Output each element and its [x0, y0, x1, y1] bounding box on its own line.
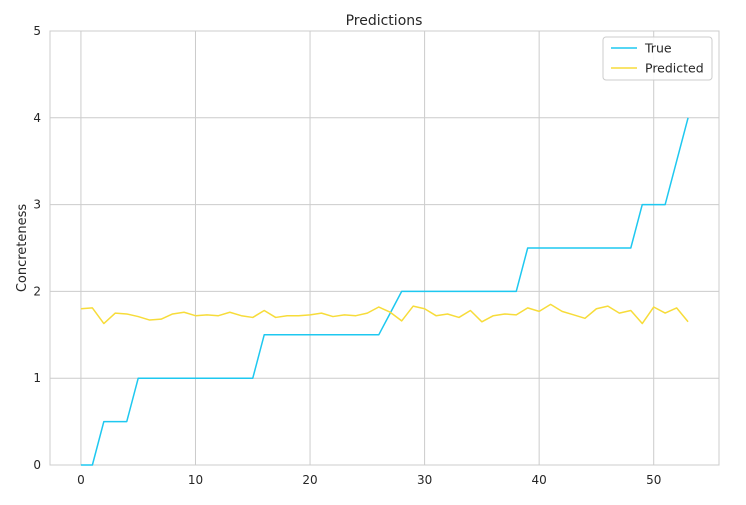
chart-title: Predictions [346, 13, 423, 29]
x-tick-label: 20 [302, 473, 317, 487]
legend-label-predicted: Predicted [645, 61, 704, 76]
x-tick-label: 30 [417, 473, 432, 487]
plot-frame [49, 30, 720, 466]
legend-label-true: True [644, 41, 672, 56]
x-tick-label: 10 [188, 473, 203, 487]
y-tick-label: 4 [33, 111, 41, 125]
x-tick-label: 0 [77, 473, 85, 487]
y-tick-label: 2 [33, 284, 41, 298]
series-line-predicted [80, 303, 689, 325]
y-axis-label: Concreteness [15, 204, 30, 293]
y-tick-label: 3 [33, 198, 41, 212]
y-tick-label: 5 [33, 24, 41, 38]
y-tick-label: 0 [33, 458, 41, 472]
x-tick-label: 40 [532, 473, 547, 487]
y-tick-label: 1 [33, 371, 41, 385]
series-line-true [80, 117, 689, 466]
x-tick-label: 50 [646, 473, 661, 487]
